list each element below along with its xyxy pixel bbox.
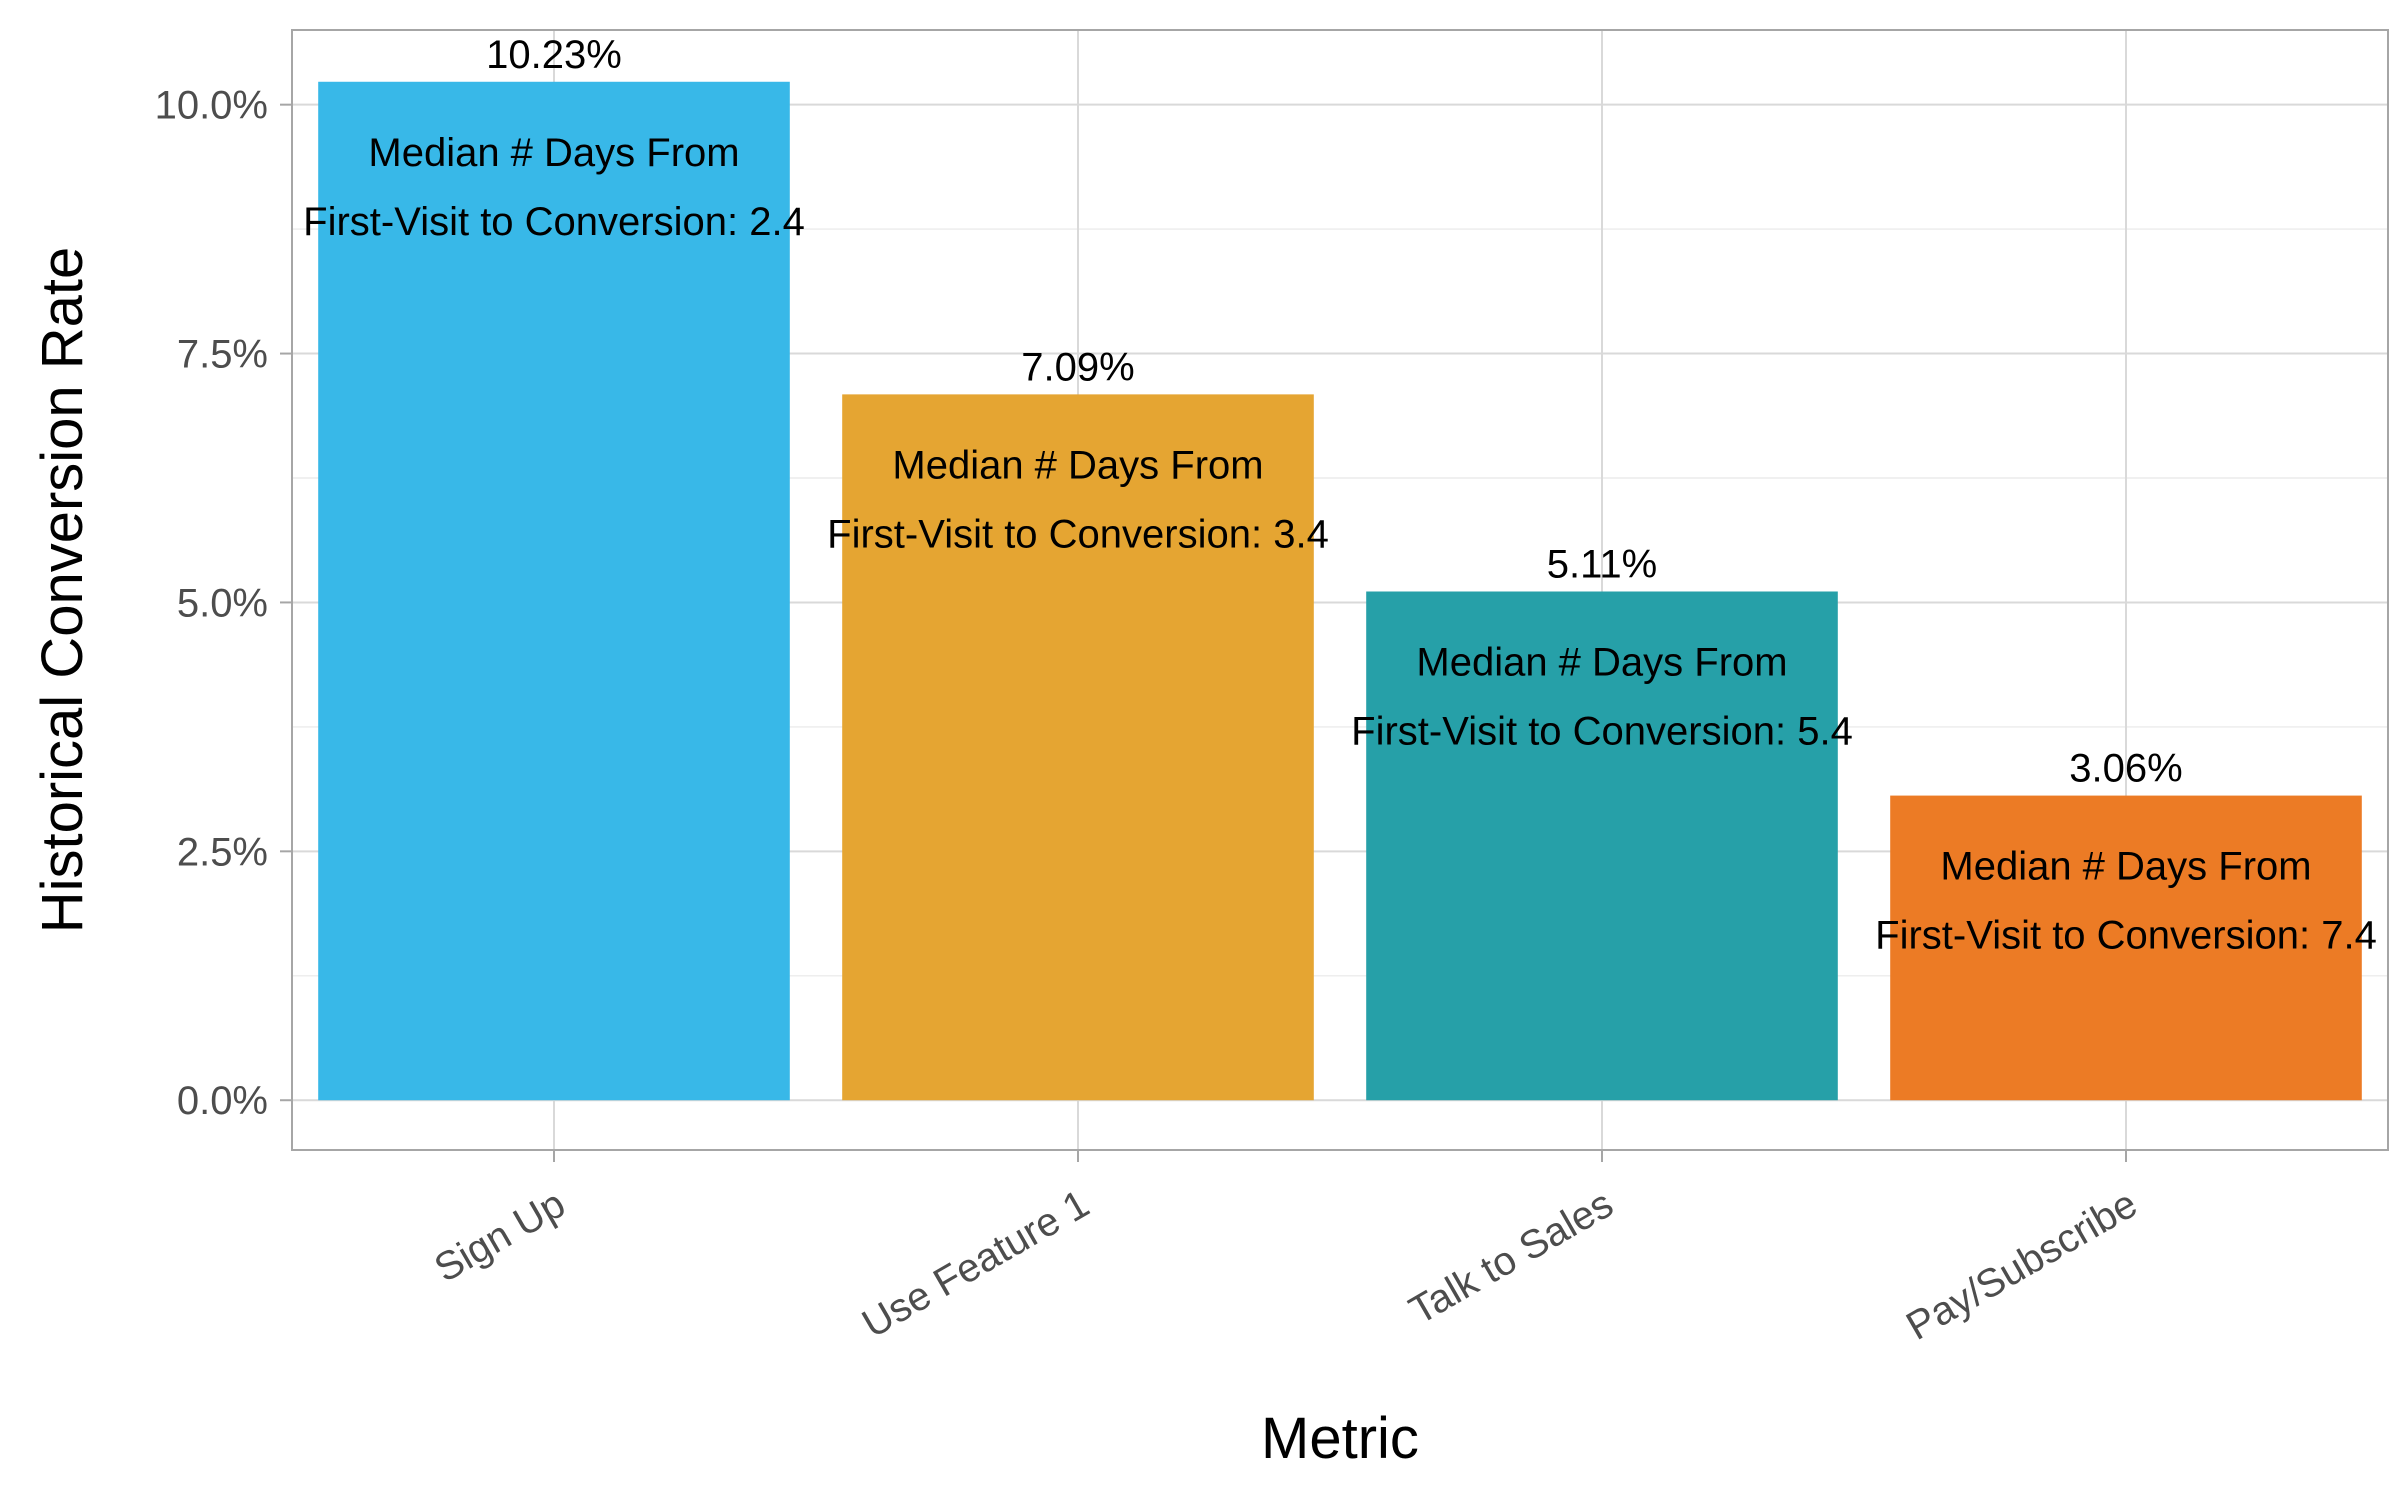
bar-annotation-line1: Median # Days From xyxy=(368,131,739,175)
y-tick-label: 7.5% xyxy=(177,333,268,377)
bar-annotation-line2: First-Visit to Conversion: 3.4 xyxy=(827,512,1329,556)
y-tick-label: 10.0% xyxy=(155,84,268,128)
bar-value-label: 3.06% xyxy=(2069,747,2182,791)
bar xyxy=(842,394,1314,1101)
y-axis-title: Historical Conversion Rate xyxy=(30,247,95,934)
bar xyxy=(318,81,790,1101)
y-tick-label: 2.5% xyxy=(177,830,268,874)
bar-value-label: 7.09% xyxy=(1021,345,1134,389)
bar-value-label: 5.11% xyxy=(1547,542,1657,586)
y-axis: 0.0% 2.5% 5.0% 7.5% 10.0% xyxy=(155,84,292,1123)
bar xyxy=(1366,591,1838,1101)
bar-annotation-line1: Median # Days From xyxy=(1940,845,2311,889)
y-tick-label: 0.0% xyxy=(177,1079,268,1123)
x-axis-title: Metric xyxy=(1261,1406,1419,1471)
plot-panel-border xyxy=(291,29,2389,1151)
x-tick-label: Talk to Sales xyxy=(1402,1182,1620,1333)
bar-labels: 10.23% Median # Days From First-Visit to C… xyxy=(303,33,2377,958)
bar-annotation-line1: Median # Days From xyxy=(1416,640,1787,684)
x-tick-label: Sign Up xyxy=(427,1182,572,1291)
bars xyxy=(318,81,2362,1101)
bar-annotation-line2: First-Visit to Conversion: 7.4 xyxy=(1875,914,2377,958)
bar-annotation-line2: First-Visit to Conversion: 2.4 xyxy=(303,200,805,244)
x-tick-label: Pay/Subscribe xyxy=(1899,1182,2144,1349)
bar xyxy=(1890,795,2362,1101)
bar-annotation-line2: First-Visit to Conversion: 5.4 xyxy=(1351,709,1853,753)
bar-value-label: 10.23% xyxy=(486,33,622,77)
x-tick-label: Use Feature 1 xyxy=(855,1182,1097,1347)
x-axis: Sign Up Use Feature 1 Talk to Sales Pay/Sub… xyxy=(427,1150,2145,1349)
bar-annotation-line1: Median # Days From xyxy=(892,443,1263,487)
y-tick-label: 5.0% xyxy=(177,581,268,625)
